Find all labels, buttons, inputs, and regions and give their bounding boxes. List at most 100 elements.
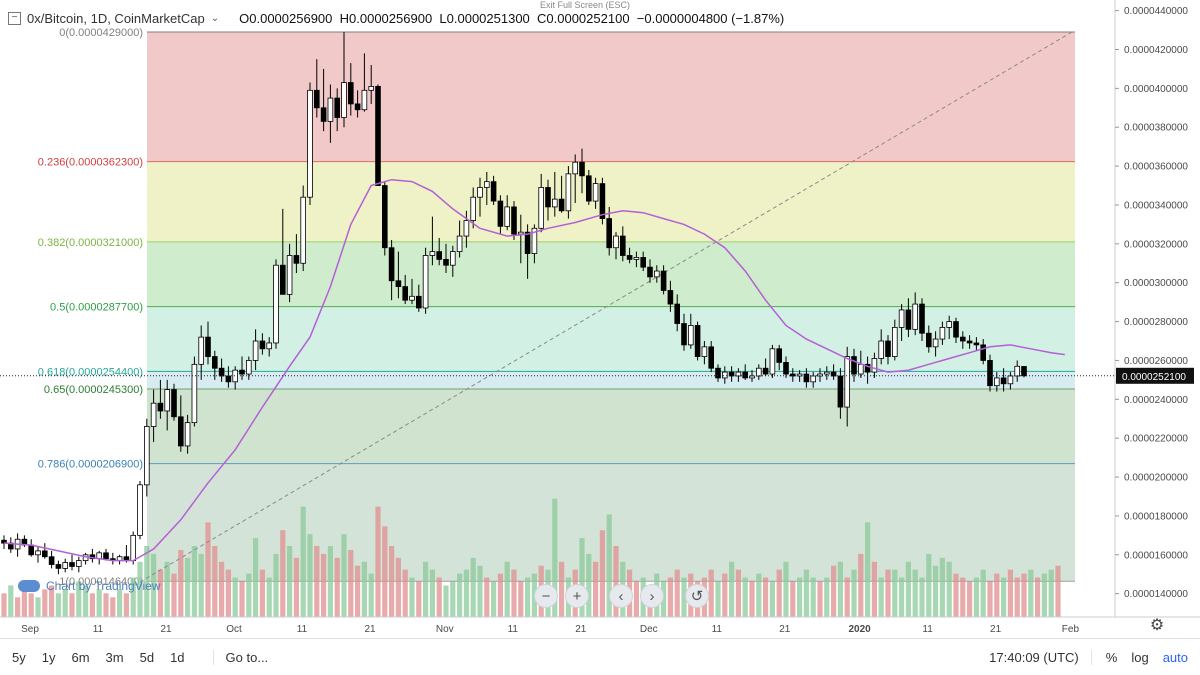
log-toggle[interactable]: log (1131, 649, 1149, 665)
volume-bar (674, 569, 680, 617)
goto-button[interactable]: Go to... (212, 649, 268, 665)
candle-body (640, 257, 646, 268)
volume-bar (395, 557, 401, 617)
volume-bar (457, 573, 463, 617)
volume-bar (423, 561, 429, 617)
volume-bar (790, 581, 796, 617)
volume-bar (661, 581, 667, 617)
candle-body (858, 363, 864, 375)
volume-bar (491, 581, 497, 617)
candle-body (347, 82, 354, 105)
volume-bar (327, 546, 333, 617)
candle-body (395, 280, 402, 287)
time-tick-label: Dec (640, 624, 658, 635)
volume-bar (1007, 569, 1013, 617)
candlestick-series (1, 32, 1027, 575)
price-tick-label: 0.0000140000 (1124, 589, 1188, 600)
candle-body (756, 367, 762, 377)
candle-body (769, 348, 776, 375)
volume-bar (763, 577, 769, 617)
candle-body (415, 295, 422, 309)
timeframe-1y[interactable]: 1y (41, 649, 56, 665)
candle-body (55, 564, 62, 569)
volume-bar (62, 589, 68, 617)
volume-bar (219, 561, 225, 617)
zoom-in-button[interactable]: + (565, 584, 589, 608)
time-tick-label: Oct (226, 624, 242, 635)
timeframe-1d[interactable]: 1d (170, 649, 185, 665)
candle-body (286, 255, 293, 295)
volume-bar (382, 526, 388, 617)
volume-bar (69, 593, 75, 617)
candle-body (701, 346, 708, 357)
volume-bar (103, 593, 109, 617)
volume-bar (334, 557, 340, 617)
time-tick-label: 11 (922, 624, 933, 635)
volume-bar (980, 569, 986, 617)
clock-utc[interactable]: 17:40:09 (UTC) (989, 649, 1092, 665)
candle-body (177, 416, 184, 447)
volume-bar (55, 593, 61, 617)
candle-body (586, 175, 592, 202)
reset-chart-button[interactable]: ↺ (685, 584, 709, 608)
candle-body (946, 321, 952, 328)
volume-bar (273, 553, 279, 617)
scroll-right-button[interactable]: › (640, 584, 664, 608)
tradingview-watermark[interactable]: Chart by TradingView (18, 579, 161, 593)
candle-body (361, 89, 368, 111)
candle-body (633, 257, 640, 260)
candle-body (912, 303, 918, 330)
candle-body (885, 340, 891, 357)
candle-body (191, 363, 198, 424)
volume-bar (266, 577, 272, 617)
volume-bar (1055, 565, 1061, 617)
candle-body (232, 369, 239, 383)
volume-bar (919, 577, 925, 617)
scroll-left-button[interactable]: ‹ (609, 584, 633, 608)
candle-body (796, 373, 803, 377)
candle-body (490, 181, 497, 202)
volume-bar (756, 573, 762, 617)
volume-bar (409, 577, 415, 617)
volume-bar (525, 577, 531, 617)
timeframe-3m[interactable]: 3m (105, 649, 124, 665)
gear-icon[interactable]: ⚙ (1149, 617, 1165, 634)
volume-bar (232, 577, 238, 617)
volume-bar (1048, 569, 1054, 617)
candle-body (694, 325, 701, 357)
volume-bar (586, 553, 592, 617)
volume-bar (926, 553, 932, 617)
candle-body (932, 338, 939, 348)
volume-bar (253, 538, 259, 617)
timeframe-5y[interactable]: 5y (12, 649, 26, 665)
candle-body (456, 235, 463, 253)
volume-bar (715, 581, 721, 617)
zoom-out-button[interactable]: − (534, 584, 558, 608)
chevron-down-icon[interactable]: ⌄ (210, 12, 220, 24)
price-tick-label: 0.0000220000 (1124, 434, 1188, 445)
auto-scale-toggle[interactable]: auto (1162, 649, 1188, 665)
volume-bar (831, 565, 837, 617)
volume-bar (21, 589, 27, 617)
volume-bar (484, 577, 490, 617)
percent-toggle[interactable]: % (1105, 649, 1118, 665)
candle-body (518, 231, 524, 235)
volume-bar (1014, 577, 1020, 617)
timeframe-6m[interactable]: 6m (71, 649, 90, 665)
volume-bar (436, 577, 442, 617)
exit-fullscreen-hint[interactable]: Exit Full Screen (ESC) (540, 0, 631, 10)
timeframe-5d[interactable]: 5d (139, 649, 155, 665)
candle-body (171, 389, 177, 418)
candle-body (892, 327, 898, 357)
symbol-title[interactable]: 0x/Bitcoin, 1D, CoinMarketCap (27, 10, 205, 26)
volume-bar (8, 585, 14, 617)
volume-bar (83, 585, 89, 617)
volume-bar (987, 581, 993, 617)
time-tick-label: 11 (712, 624, 723, 635)
time-tick-label: 11 (508, 624, 519, 635)
volume-bar (416, 581, 422, 617)
volume-bar (110, 597, 116, 617)
minus-square-icon[interactable]: − (8, 11, 21, 25)
candle-body (470, 196, 476, 221)
